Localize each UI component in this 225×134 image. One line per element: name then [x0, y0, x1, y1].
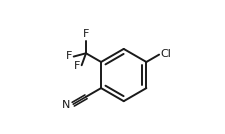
Text: F: F: [82, 29, 89, 39]
Text: F: F: [65, 51, 72, 61]
Text: Cl: Cl: [160, 49, 171, 59]
Text: N: N: [62, 100, 70, 110]
Text: F: F: [73, 61, 80, 71]
